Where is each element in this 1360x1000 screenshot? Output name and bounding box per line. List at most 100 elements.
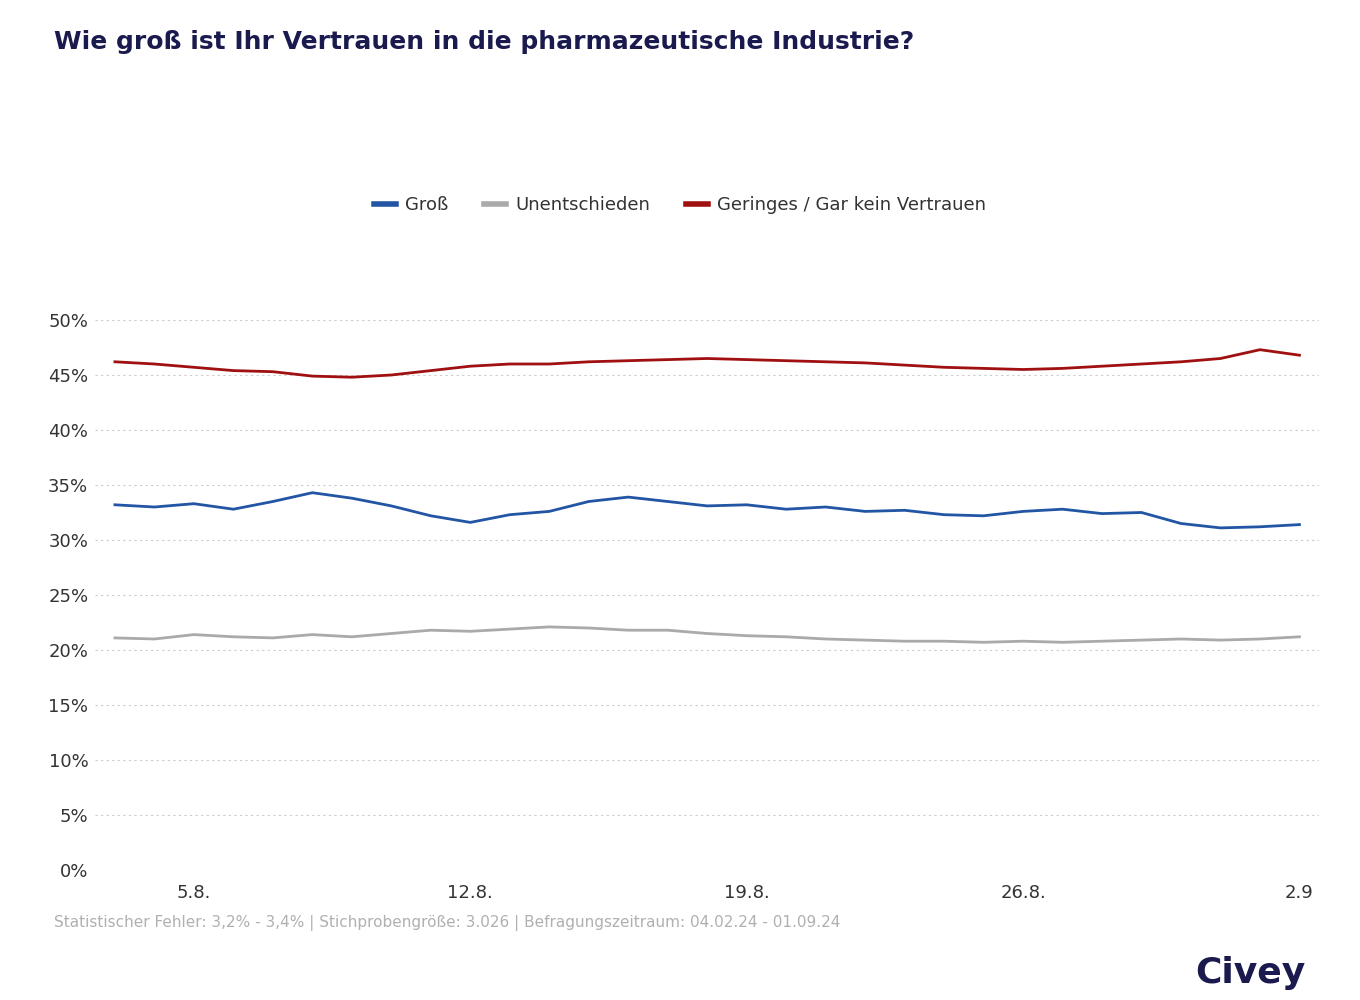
Unentschieden [502, 623, 518, 635]
Geringes / Gar kein Vertrauen [1015, 363, 1031, 375]
Unentschieden [423, 624, 439, 636]
Geringes / Gar kein Vertrauen [817, 356, 834, 368]
Groß [817, 501, 834, 513]
Unentschieden [620, 624, 636, 636]
Geringes / Gar kein Vertrauen [581, 356, 597, 368]
Unentschieden [226, 631, 242, 643]
Groß [738, 499, 755, 511]
Unentschieden [1054, 636, 1070, 648]
Geringes / Gar kein Vertrauen [1251, 344, 1268, 356]
Groß [502, 509, 518, 521]
Unentschieden [975, 636, 991, 648]
Unentschieden [778, 631, 794, 643]
Unentschieden [305, 629, 321, 641]
Unentschieden [462, 625, 479, 637]
Unentschieden [147, 633, 163, 645]
Geringes / Gar kein Vertrauen [660, 354, 676, 366]
Groß [226, 503, 242, 515]
Groß [147, 501, 163, 513]
Geringes / Gar kein Vertrauen [936, 361, 952, 373]
Geringes / Gar kein Vertrauen [147, 358, 163, 370]
Groß [107, 499, 124, 511]
Geringes / Gar kein Vertrauen [265, 366, 282, 378]
Unentschieden [344, 631, 360, 643]
Geringes / Gar kein Vertrauen [186, 361, 203, 373]
Geringes / Gar kein Vertrauen [384, 369, 400, 381]
Text: Wie groß ist Ihr Vertrauen in die pharmazeutische Industrie?: Wie groß ist Ihr Vertrauen in die pharma… [54, 30, 915, 54]
Geringes / Gar kein Vertrauen [699, 353, 715, 365]
Geringes / Gar kein Vertrauen [107, 356, 124, 368]
Geringes / Gar kein Vertrauen [1291, 349, 1307, 361]
Line: Groß: Groß [116, 493, 1299, 528]
Groß [305, 487, 321, 499]
Unentschieden [581, 622, 597, 634]
Geringes / Gar kein Vertrauen [226, 365, 242, 377]
Groß [344, 492, 360, 504]
Unentschieden [541, 621, 558, 633]
Geringes / Gar kein Vertrauen [1212, 353, 1228, 365]
Groß [896, 504, 913, 516]
Groß [1172, 518, 1189, 530]
Groß [857, 505, 873, 517]
Unentschieden [1133, 634, 1149, 646]
Groß [1291, 519, 1307, 531]
Unentschieden [384, 628, 400, 640]
Groß [423, 510, 439, 522]
Groß [384, 500, 400, 512]
Groß [1015, 505, 1031, 517]
Groß [541, 505, 558, 517]
Groß [462, 516, 479, 528]
Geringes / Gar kein Vertrauen [344, 371, 360, 383]
Groß [1212, 522, 1228, 534]
Unentschieden [699, 628, 715, 640]
Unentschieden [265, 632, 282, 644]
Geringes / Gar kein Vertrauen [1093, 360, 1110, 372]
Geringes / Gar kein Vertrauen [541, 358, 558, 370]
Unentschieden [896, 635, 913, 647]
Unentschieden [936, 635, 952, 647]
Unentschieden [1172, 633, 1189, 645]
Groß [975, 510, 991, 522]
Geringes / Gar kein Vertrauen [462, 360, 479, 372]
Geringes / Gar kein Vertrauen [1133, 358, 1149, 370]
Geringes / Gar kein Vertrauen [738, 354, 755, 366]
Line: Unentschieden: Unentschieden [116, 627, 1299, 642]
Groß [1251, 521, 1268, 533]
Groß [778, 503, 794, 515]
Unentschieden [107, 632, 124, 644]
Geringes / Gar kein Vertrauen [305, 370, 321, 382]
Unentschieden [660, 624, 676, 636]
Groß [265, 496, 282, 508]
Groß [699, 500, 715, 512]
Unentschieden [1212, 634, 1228, 646]
Geringes / Gar kein Vertrauen [857, 357, 873, 369]
Unentschieden [1015, 635, 1031, 647]
Text: Civey: Civey [1195, 956, 1306, 990]
Unentschieden [1291, 631, 1307, 643]
Geringes / Gar kein Vertrauen [896, 359, 913, 371]
Groß [186, 498, 203, 510]
Geringes / Gar kein Vertrauen [975, 362, 991, 374]
Unentschieden [1093, 635, 1110, 647]
Groß [1093, 508, 1110, 520]
Unentschieden [186, 629, 203, 641]
Groß [620, 491, 636, 503]
Geringes / Gar kein Vertrauen [620, 355, 636, 367]
Unentschieden [857, 634, 873, 646]
Geringes / Gar kein Vertrauen [423, 365, 439, 377]
Geringes / Gar kein Vertrauen [1054, 362, 1070, 374]
Unentschieden [1251, 633, 1268, 645]
Groß [660, 496, 676, 508]
Unentschieden [738, 630, 755, 642]
Groß [1133, 506, 1149, 518]
Text: Statistischer Fehler: 3,2% - 3,4% | Stichprobengröße: 3.026 | Befragungszeitraum: Statistischer Fehler: 3,2% - 3,4% | Stic… [54, 915, 840, 931]
Groß [581, 496, 597, 508]
Geringes / Gar kein Vertrauen [778, 355, 794, 367]
Geringes / Gar kein Vertrauen [1172, 356, 1189, 368]
Groß [1054, 503, 1070, 515]
Line: Geringes / Gar kein Vertrauen: Geringes / Gar kein Vertrauen [116, 350, 1299, 377]
Legend: Groß, Unentschieden, Geringes / Gar kein Vertrauen: Groß, Unentschieden, Geringes / Gar kein… [367, 189, 993, 221]
Geringes / Gar kein Vertrauen [502, 358, 518, 370]
Unentschieden [817, 633, 834, 645]
Groß [936, 509, 952, 521]
